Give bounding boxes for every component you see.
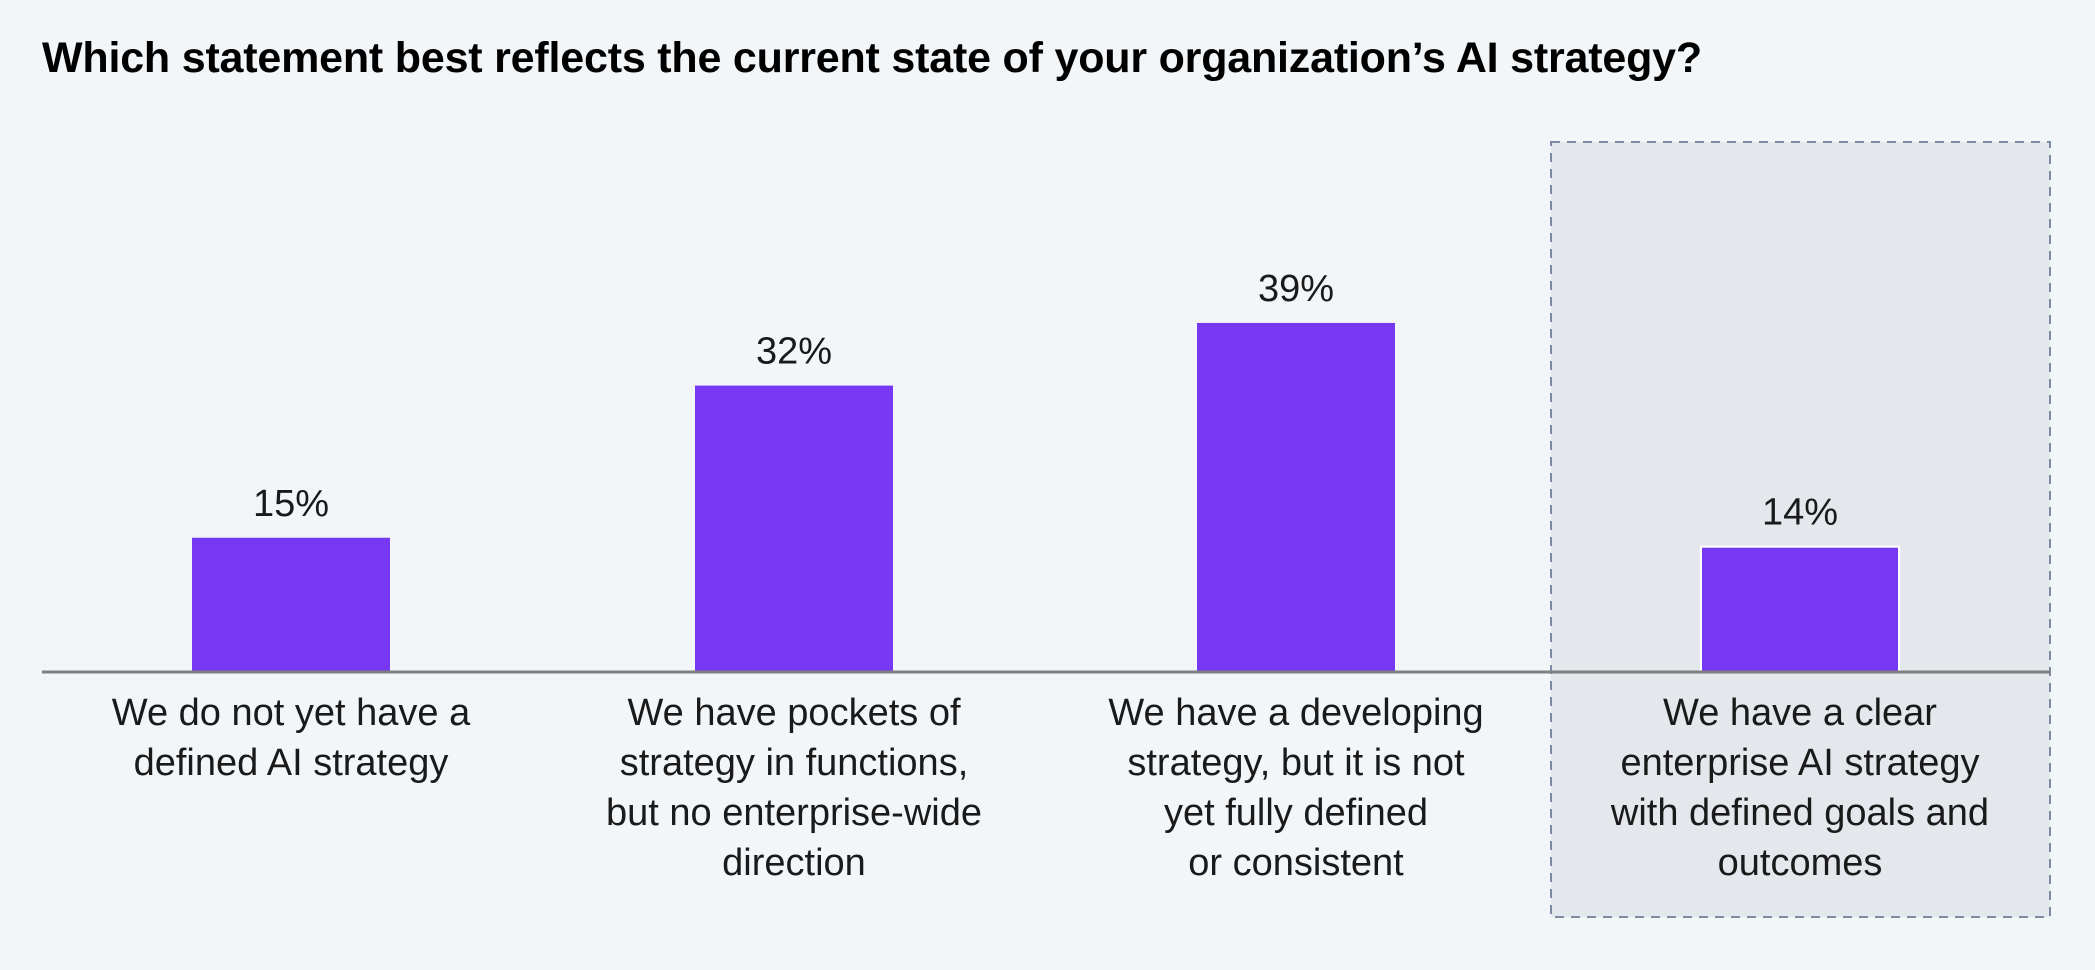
category-label-line: We have a clear	[1663, 692, 1937, 734]
bar	[695, 385, 893, 672]
category-label: We have a clear enterprise AI strategy wit…	[1610, 692, 1989, 884]
data-label: 14%	[1762, 492, 1838, 534]
category-label-line: with defined goals and	[1610, 792, 1989, 834]
bar	[1197, 322, 1395, 672]
category-label: We have a developing strategy, but it is …	[1108, 692, 1483, 884]
category-label-line: We do not yet have a	[112, 692, 471, 734]
data-label: 15%	[253, 483, 329, 525]
category-label-line: strategy in functions,	[620, 742, 969, 784]
data-label: 39%	[1258, 268, 1334, 310]
category-label-line: strategy, but it is not	[1127, 742, 1465, 784]
category-label: We do not yet have a defined AI strategy	[112, 692, 471, 784]
category-label: We have pockets of strategy in functions,…	[606, 692, 982, 884]
category-label-line: enterprise AI strategy	[1620, 742, 1979, 784]
data-label: 32%	[756, 331, 832, 373]
highlight-panel	[1550, 141, 2051, 918]
category-label-line: yet fully defined	[1164, 792, 1428, 834]
category-label-line: outcomes	[1718, 842, 1883, 884]
chart-title: Which statement best reflects the curren…	[42, 34, 1702, 82]
bar	[1700, 545, 1900, 674]
category-label-line: defined AI strategy	[134, 742, 449, 784]
category-label-line: or consistent	[1188, 842, 1404, 884]
category-label-line: We have pockets of	[627, 692, 960, 734]
category-label-line: direction	[722, 842, 866, 884]
category-label-line: but no enterprise-wide	[606, 792, 982, 834]
category-label-line: We have a developing	[1108, 692, 1483, 734]
bar	[192, 537, 390, 672]
